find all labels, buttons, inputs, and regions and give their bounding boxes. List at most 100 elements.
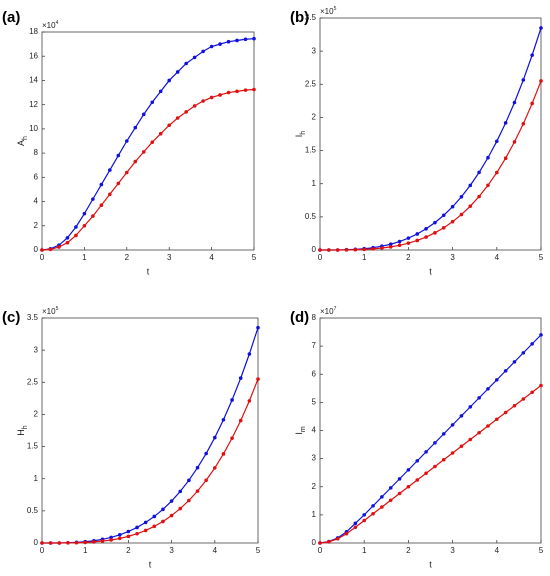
marker — [99, 182, 104, 187]
marker — [371, 511, 375, 516]
marker — [380, 246, 384, 250]
y-axis-label-sub: h — [22, 425, 29, 429]
y-axis-label-sub: h — [22, 136, 29, 140]
marker — [252, 36, 256, 41]
marker — [477, 430, 481, 435]
marker — [406, 468, 411, 472]
x-tick-label: 4 — [495, 546, 500, 555]
y-axis-label: Im — [294, 426, 306, 435]
y-tick-label: 6 — [34, 172, 39, 181]
x-tick-label: 0 — [318, 253, 323, 262]
y-tick-label: 2 — [312, 113, 317, 122]
marker — [521, 78, 526, 82]
marker — [512, 403, 517, 408]
y-tick-label: 1 — [34, 474, 39, 483]
y-axis-label-main: H — [16, 429, 26, 436]
panel-label: (a) — [2, 9, 20, 26]
y-tick-label: 8 — [312, 313, 317, 322]
series-line — [319, 385, 542, 544]
x-tick-label: 3 — [450, 546, 455, 555]
marker — [512, 100, 517, 105]
marker — [415, 232, 420, 236]
marker — [539, 333, 543, 337]
marker — [388, 486, 393, 490]
marker — [495, 139, 499, 144]
y-tick-label: 2 — [34, 221, 39, 230]
marker — [468, 204, 473, 208]
x-axis-label: t — [429, 559, 432, 569]
y-multiplier-exponent: 5 — [334, 6, 337, 12]
marker — [108, 168, 112, 172]
marker — [335, 248, 340, 252]
marker — [406, 236, 411, 240]
marker — [169, 499, 174, 503]
marker — [318, 541, 322, 545]
marker — [353, 521, 358, 526]
y-tick-label: 2.5 — [305, 79, 317, 88]
marker — [99, 203, 104, 207]
marker — [424, 226, 428, 231]
x-tick-label: 2 — [406, 546, 411, 555]
marker — [441, 213, 446, 218]
marker — [150, 140, 155, 145]
y-tick-label: 8 — [34, 148, 39, 157]
y-axis-label: Hh — [16, 425, 28, 436]
marker — [133, 159, 138, 164]
marker — [380, 495, 384, 499]
marker — [116, 181, 121, 186]
marker — [344, 248, 349, 252]
marker — [141, 150, 146, 154]
marker — [495, 378, 499, 382]
y-axis-label-main: I — [294, 135, 304, 138]
marker — [468, 183, 473, 188]
marker — [486, 424, 490, 428]
y-axis-label-main: I — [294, 432, 304, 435]
y-tick-label: 4 — [312, 426, 317, 435]
marker — [486, 183, 490, 188]
marker — [158, 131, 163, 136]
marker — [100, 539, 105, 543]
marker — [221, 452, 226, 456]
x-axis-label: t — [147, 266, 150, 276]
marker — [178, 489, 183, 494]
marker — [388, 245, 393, 249]
marker — [204, 451, 208, 456]
y-tick-label: 3.5 — [305, 13, 317, 22]
marker — [512, 140, 517, 144]
marker — [388, 242, 393, 247]
marker — [530, 101, 534, 106]
marker — [40, 248, 44, 252]
y-tick-label: 0.5 — [27, 506, 39, 515]
x-tick-label: 1 — [362, 253, 367, 262]
marker — [530, 53, 534, 57]
marker — [371, 504, 375, 508]
marker — [539, 79, 543, 83]
y-tick-label: 0 — [34, 538, 39, 547]
marker — [252, 87, 256, 92]
marker — [406, 241, 411, 245]
y-tick-label: 18 — [29, 27, 38, 36]
marker — [126, 534, 131, 539]
marker — [187, 498, 191, 503]
marker — [125, 170, 129, 175]
marker — [335, 536, 340, 541]
marker — [539, 383, 543, 388]
panel-label: (b) — [290, 9, 309, 26]
marker — [133, 125, 138, 130]
marker — [468, 437, 473, 442]
marker — [415, 459, 420, 463]
marker — [477, 194, 481, 199]
x-axis-label: t — [149, 559, 152, 569]
marker — [397, 477, 402, 481]
x-tick-label: 1 — [82, 253, 87, 262]
x-tick-label: 0 — [40, 253, 45, 262]
y-tick-label: 3 — [312, 454, 317, 463]
marker — [91, 197, 95, 201]
y-tick-label: 14 — [29, 76, 38, 85]
y-tick-label: 16 — [29, 51, 38, 60]
y-multiplier-exponent: 5 — [56, 306, 59, 312]
marker — [230, 398, 234, 402]
y-tick-label: 3.5 — [27, 313, 39, 322]
